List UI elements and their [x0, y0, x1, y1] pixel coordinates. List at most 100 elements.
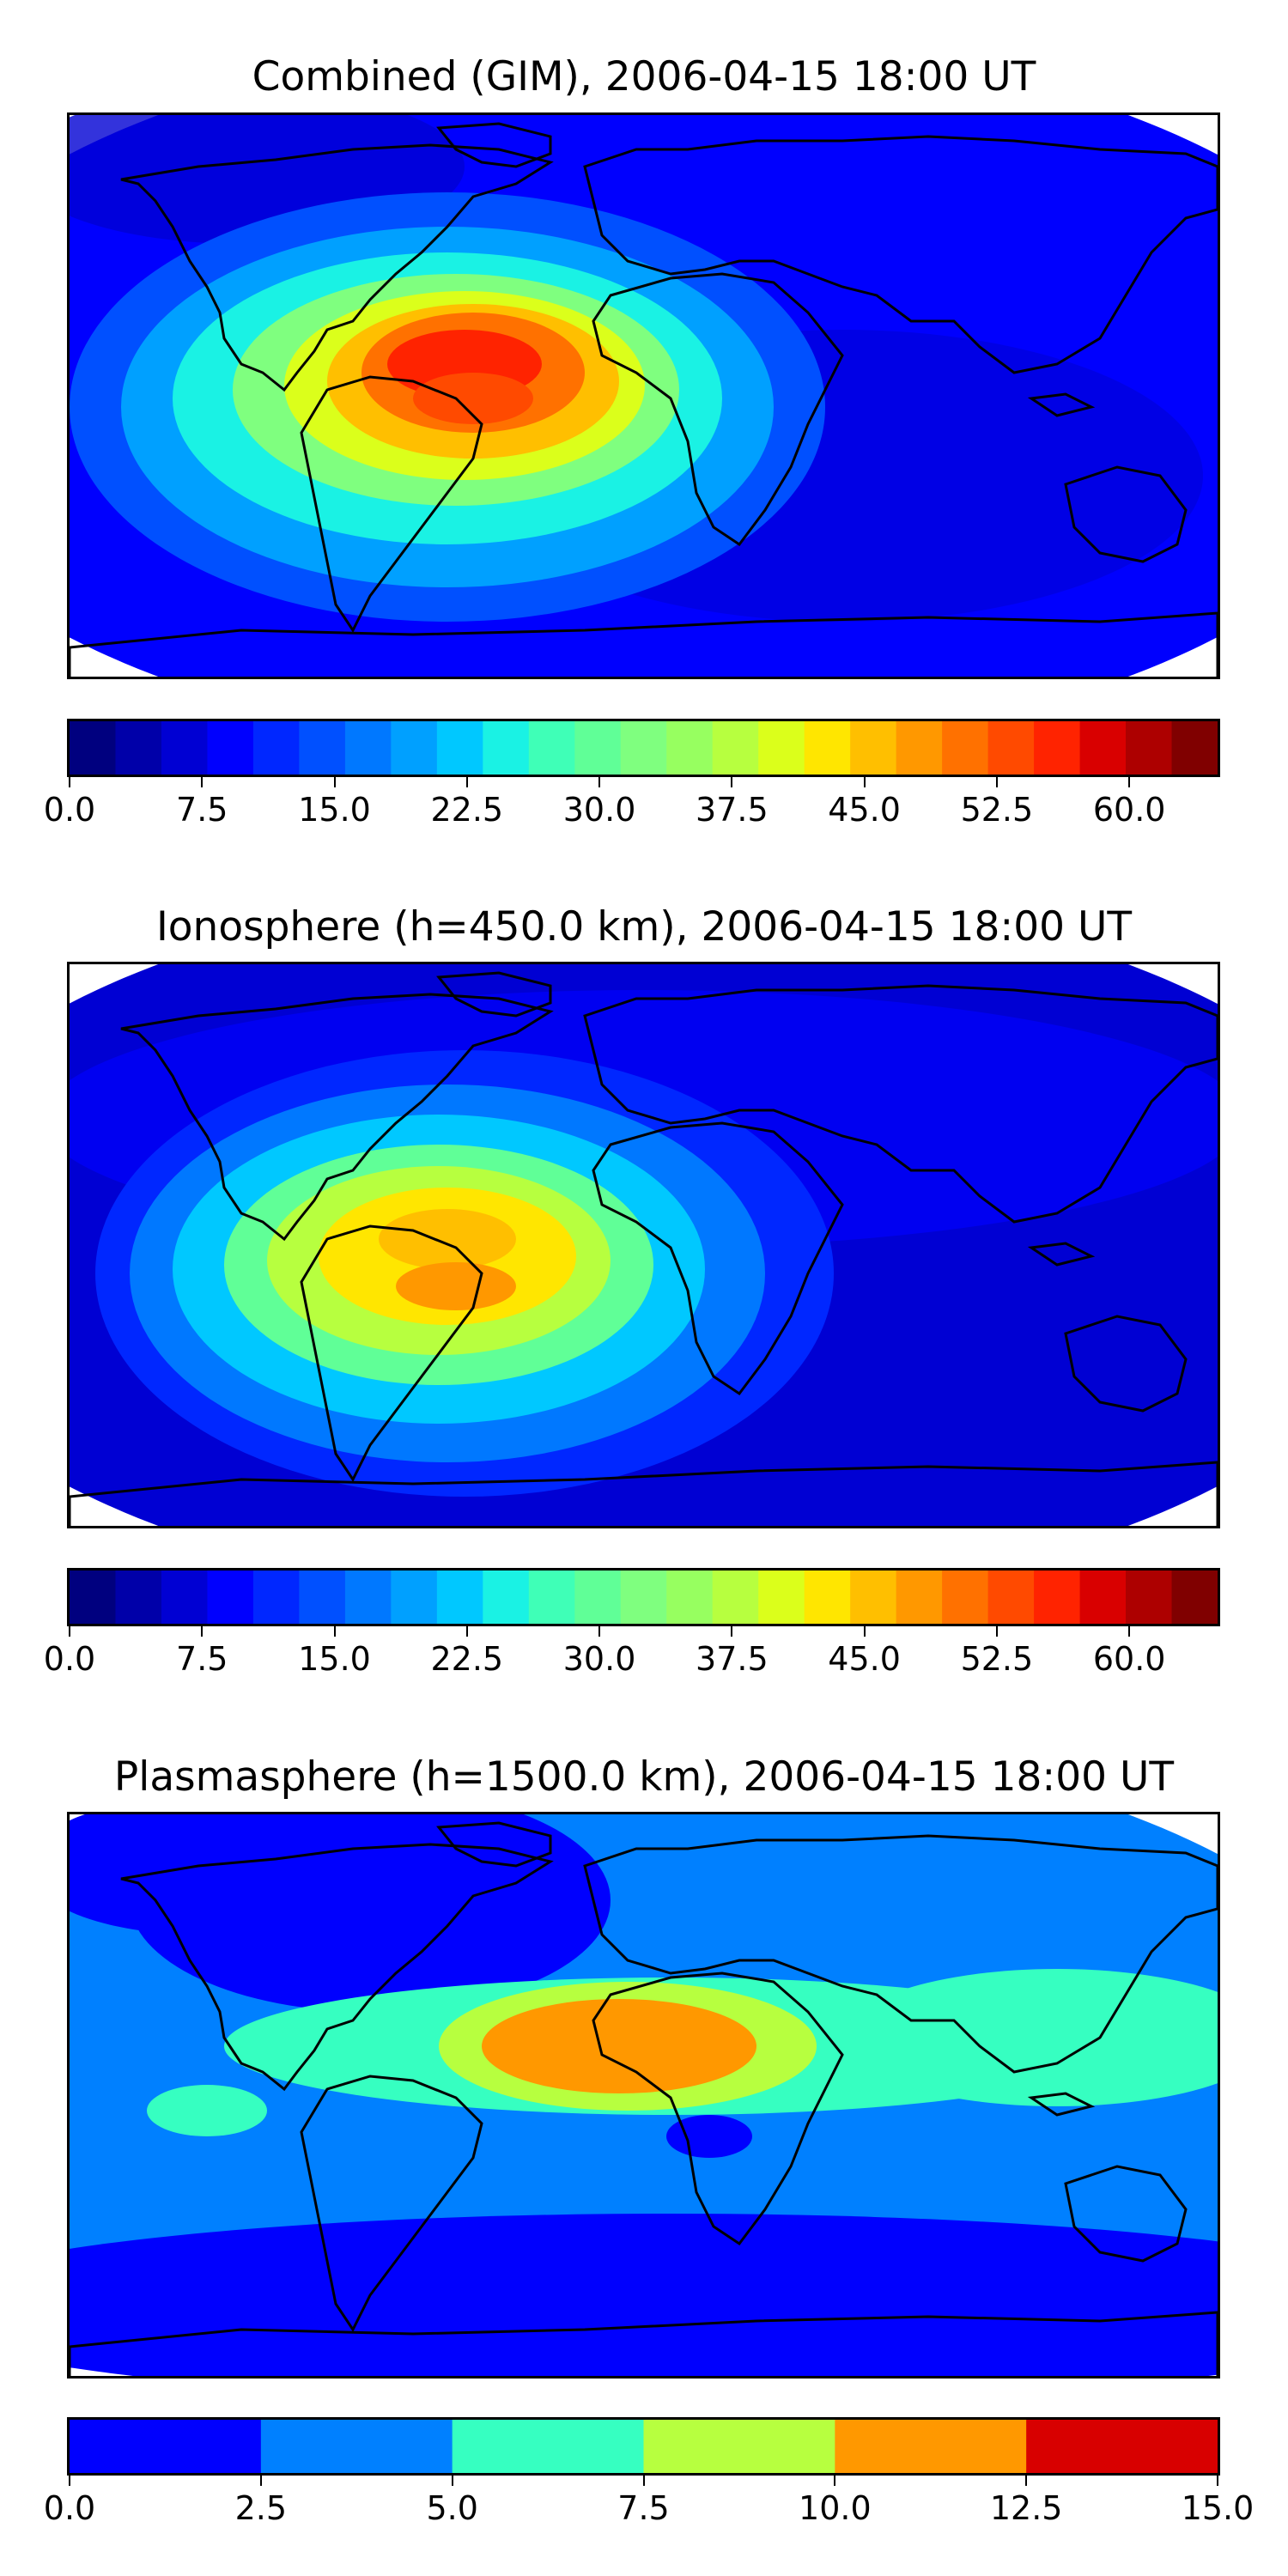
colorbar-level: [260, 2420, 453, 2473]
coastline: [1064, 2165, 1188, 2263]
colorbar-tick-label: 7.5: [176, 791, 228, 829]
colorbar-tick-label: 30.0: [562, 1640, 636, 1678]
colorbar-tick-label: 0.0: [43, 791, 96, 829]
coastline: [1064, 1315, 1188, 1413]
colorbar-level: [70, 1571, 117, 1624]
colorbar-tick-label: 10.0: [799, 2489, 872, 2527]
colorbar-tick-label: 60.0: [1092, 791, 1166, 829]
tec-contour-region: [379, 1209, 516, 1269]
colorbar-tick-mark: [598, 777, 601, 787]
colorbar-tick-mark: [995, 777, 998, 787]
colorbar-level: [483, 1571, 530, 1624]
colorbar-tick-mark: [642, 2476, 645, 2486]
tec-contour-region: [842, 1969, 1218, 2106]
colorbar-tick-label: 22.5: [430, 791, 504, 829]
colorbar-tick-label: 52.5: [960, 1640, 1034, 1678]
colorbar-tick-mark: [731, 777, 733, 787]
colorbar-tick-mark: [1217, 2476, 1218, 2486]
tec-contour-region: [396, 1262, 516, 1310]
colorbar-level: [344, 1571, 392, 1624]
colorbar-tick-mark: [1128, 777, 1131, 787]
colorbar-level: [452, 2420, 645, 2473]
colorbar-level: [1026, 2420, 1218, 2473]
colorbar-level: [804, 1571, 852, 1624]
colorbar-tick-label: 37.5: [696, 1640, 769, 1678]
colorbar-level: [643, 2420, 836, 2473]
coastline: [436, 971, 552, 1018]
tec-contour-region: [413, 373, 533, 424]
colorbar-level: [758, 1571, 805, 1624]
colorbar-tick-label: 7.5: [176, 1640, 228, 1678]
coastline: [70, 2311, 1218, 2376]
tec-field: [70, 964, 1218, 1526]
plasmasphere-map: [67, 1812, 1220, 2379]
colorbar-level: [1126, 721, 1173, 775]
colorbar-tick-mark: [731, 1626, 733, 1637]
colorbar-tick-mark: [465, 1626, 468, 1637]
colorbar-level: [115, 1571, 162, 1624]
colorbar-level: [942, 721, 989, 775]
colorbar-tick-label: 22.5: [430, 1640, 504, 1678]
colorbar-level: [299, 721, 346, 775]
colorbar-level: [207, 1571, 254, 1624]
colorbar-level: [758, 721, 805, 775]
colorbar-level: [620, 721, 668, 775]
colorbar-level: [391, 721, 438, 775]
colorbar-tick-label: 2.5: [234, 2489, 288, 2527]
coastline: [70, 1461, 1218, 1526]
colorbar-level: [850, 721, 897, 775]
colorbar-tick-label: 15.0: [298, 1640, 371, 1678]
colorbar-tick-label: 0.0: [43, 1640, 96, 1678]
colorbar-level: [1126, 1571, 1173, 1624]
coastline: [300, 375, 483, 633]
colorbar-level: [1171, 1571, 1218, 1624]
colorbar-level: [987, 721, 1036, 775]
ionosphere-map: [67, 962, 1220, 1528]
colorbar-tick-mark: [863, 1626, 866, 1637]
colorbar-level: [850, 1571, 897, 1624]
colorbar-level: [712, 721, 760, 775]
coastline: [70, 611, 1218, 677]
colorbar-tick-label: 5.0: [426, 2489, 478, 2527]
colorbar-level: [574, 721, 622, 775]
colorbar-tick-mark: [1025, 2476, 1028, 2486]
colorbar-level: [344, 721, 392, 775]
colorbar-level: [666, 721, 714, 775]
colorbar-level: [574, 1571, 622, 1624]
colorbar-tick-mark: [333, 777, 336, 787]
tec-contour-region: [147, 2085, 267, 2136]
coastline: [1027, 2092, 1096, 2117]
colorbar-level: [528, 1571, 576, 1624]
colorbar-tick-mark: [333, 1626, 336, 1637]
colorbar-tick-mark: [69, 1626, 70, 1637]
colorbar-tick-mark: [1128, 1626, 1131, 1637]
colorbar-tick-label: 15.0: [298, 791, 371, 829]
ionosphere-map-title: Ionosphere (h=450.0 km), 2006-04-15 18:0…: [155, 903, 1133, 951]
colorbar-level: [70, 721, 117, 775]
colorbar-level: [620, 1571, 668, 1624]
plasmasphere-colorbar: [67, 2417, 1220, 2476]
coastline: [583, 135, 1218, 374]
coastline: [1027, 1242, 1096, 1267]
plasmasphere-map-title: Plasmasphere (h=1500.0 km), 2006-04-15 1…: [113, 1753, 1175, 1801]
tec-field: [70, 115, 1218, 677]
coastline: [592, 1121, 844, 1396]
colorbar-level: [299, 1571, 346, 1624]
colorbar-level: [804, 721, 852, 775]
colorbar-tick-mark: [259, 2476, 262, 2486]
colorbar-tick-mark: [201, 777, 204, 787]
coastline: [1027, 392, 1096, 417]
tec-contour-region: [482, 1999, 756, 2093]
coastline: [592, 1971, 844, 2246]
colorbar-level: [483, 721, 530, 775]
coastline: [592, 272, 844, 547]
colorbar-tick-label: 45.0: [828, 791, 901, 829]
colorbar-level: [1034, 1571, 1081, 1624]
colorbar-level: [252, 1571, 301, 1624]
tec-field: [70, 1814, 1218, 2376]
coastline: [300, 2075, 483, 2332]
tec-contour-region: [70, 2214, 1218, 2376]
colorbar-tick-mark: [863, 777, 866, 787]
colorbar-level: [528, 721, 576, 775]
colorbar-tick-label: 45.0: [828, 1640, 901, 1678]
